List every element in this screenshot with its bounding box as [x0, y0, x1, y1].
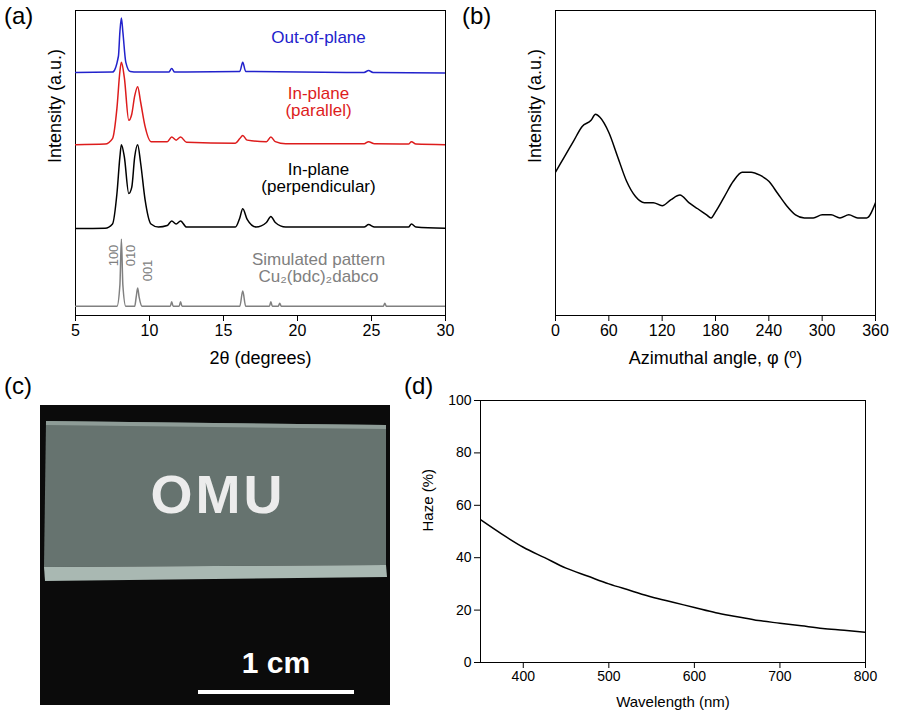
svg-text:Out-of-plane: Out-of-plane — [271, 28, 366, 47]
svg-text:15: 15 — [215, 322, 233, 339]
svg-text:700: 700 — [768, 668, 792, 684]
svg-text:Azimuthal angle, φ (º): Azimuthal angle, φ (º) — [629, 348, 802, 368]
html-text:(c): (c) — [4, 372, 32, 399]
svg-text:100: 100 — [448, 392, 472, 408]
svg-text:300: 300 — [809, 322, 836, 339]
svg-text:500: 500 — [597, 668, 621, 684]
svg-text:400: 400 — [512, 668, 536, 684]
svg-text:Simulated patternCu₂(bdc)₂dabc: Simulated patternCu₂(bdc)₂dabco — [252, 250, 385, 286]
svg-text:80: 80 — [456, 444, 472, 460]
svg-text:100: 100 — [106, 245, 121, 267]
svg-text:0: 0 — [464, 654, 472, 670]
svg-text:20: 20 — [456, 602, 472, 618]
svg-text:Intensity (a.u.): Intensity (a.u.) — [525, 49, 545, 163]
svg-text:60: 60 — [456, 497, 472, 513]
svg-text:10: 10 — [141, 322, 159, 339]
svg-text:600: 600 — [683, 668, 707, 684]
html-text:(b): (b) — [462, 2, 492, 29]
svg-text:120: 120 — [649, 322, 676, 339]
svg-text:In-plane(parallel): In-plane(parallel) — [285, 84, 351, 120]
html-text:(a): (a) — [4, 2, 34, 29]
svg-text:2θ (degrees): 2θ (degrees) — [209, 348, 311, 368]
svg-text:0: 0 — [551, 322, 560, 339]
svg-text:25: 25 — [363, 322, 381, 339]
svg-text:Intensity (a.u.): Intensity (a.u.) — [45, 49, 65, 163]
svg-text:360: 360 — [862, 322, 889, 339]
svg-text:40: 40 — [456, 549, 472, 565]
html-text:(d): (d) — [404, 372, 434, 399]
svg-text:010: 010 — [123, 245, 138, 267]
svg-text:20: 20 — [289, 322, 307, 339]
svg-text:OMU: OMU — [151, 464, 286, 524]
svg-text:Haze (%): Haze (%) — [419, 469, 436, 532]
svg-text:001: 001 — [140, 260, 155, 282]
svg-text:1 cm: 1 cm — [242, 646, 310, 679]
svg-text:240: 240 — [755, 322, 782, 339]
svg-text:180: 180 — [702, 322, 729, 339]
svg-text:30: 30 — [437, 322, 455, 339]
svg-text:60: 60 — [600, 322, 618, 339]
svg-text:800: 800 — [854, 668, 878, 684]
svg-text:In-plane(perpendicular): In-plane(perpendicular) — [261, 160, 375, 196]
svg-text:5: 5 — [71, 322, 80, 339]
svg-text:Wavelength (nm): Wavelength (nm) — [616, 693, 730, 710]
